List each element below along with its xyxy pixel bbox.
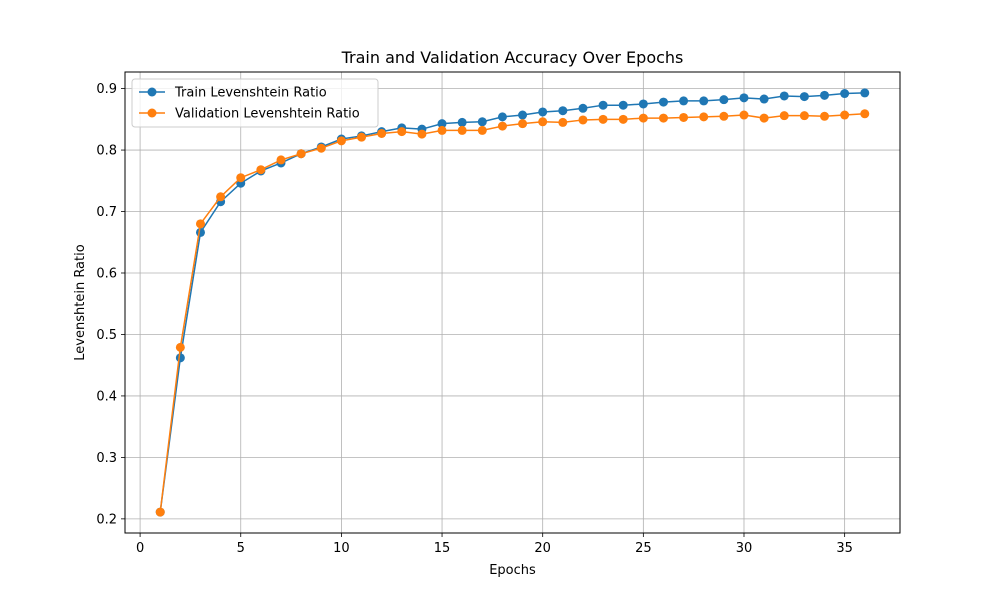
- data-point-validation: [739, 110, 749, 120]
- data-point-validation: [578, 115, 588, 125]
- data-point-train: [558, 106, 568, 116]
- x-tick-label: 30: [736, 541, 753, 556]
- data-point-validation: [638, 113, 648, 123]
- y-tick-label: 0.9: [96, 82, 117, 97]
- data-point-validation: [377, 128, 387, 138]
- data-point-validation: [397, 127, 407, 137]
- legend: Train Levenshtein Ratio Validation Levens…: [131, 78, 379, 128]
- y-tick-label: 0.5: [96, 328, 117, 343]
- data-point-train: [195, 227, 205, 237]
- ticks: 0 5 10 15 20 25 30 35 0.2 0.3 0.4 0.5 0.6 0.7 0.8 0.9: [96, 82, 853, 556]
- data-point-train: [799, 92, 809, 102]
- data-point-validation: [256, 165, 266, 175]
- data-point-train: [719, 95, 729, 105]
- grid: [125, 72, 900, 533]
- x-tick-label: 15: [434, 541, 451, 556]
- y-tick-label: 0.6: [96, 266, 117, 281]
- data-point-validation: [598, 114, 608, 124]
- data-point-validation: [155, 507, 165, 517]
- data-point-validation: [195, 219, 205, 229]
- data-point-train: [699, 96, 709, 106]
- x-tick-label: 20: [534, 541, 551, 556]
- y-tick-label: 0.4: [96, 389, 117, 404]
- data-point-validation: [316, 143, 326, 153]
- data-point-train: [578, 103, 588, 113]
- data-point-train: [840, 89, 850, 99]
- data-point-train: [618, 100, 628, 110]
- data-point-validation: [296, 149, 306, 159]
- data-point-validation: [719, 111, 729, 121]
- data-point-validation: [357, 132, 367, 142]
- data-point-validation: [699, 112, 709, 122]
- data-point-validation: [759, 113, 769, 123]
- data-point-train: [437, 119, 447, 129]
- data-point-train: [759, 94, 769, 104]
- x-tick-label: 0: [136, 541, 144, 556]
- y-tick-label: 0.8: [96, 144, 117, 159]
- data-point-train: [638, 99, 648, 109]
- data-point-validation: [799, 111, 809, 121]
- x-tick-label: 25: [635, 541, 652, 556]
- data-point-train: [538, 107, 548, 117]
- data-point-validation: [658, 113, 668, 123]
- data-point-train: [860, 88, 870, 98]
- legend-box: [131, 78, 379, 128]
- data-point-validation: [679, 112, 689, 122]
- y-tick-label: 0.7: [96, 205, 117, 220]
- data-point-train: [679, 96, 689, 106]
- data-point-train: [457, 117, 467, 127]
- y-tick-label: 0.3: [96, 451, 117, 466]
- data-point-validation: [437, 125, 447, 135]
- data-point-validation: [840, 110, 850, 120]
- series-layer: [155, 88, 870, 517]
- data-point-validation: [538, 117, 548, 127]
- x-tick-label: 5: [237, 541, 245, 556]
- data-point-validation: [558, 117, 568, 127]
- plot-frame: [124, 71, 901, 534]
- legend-marker-validation: [147, 108, 157, 118]
- legend-label-train: Train Levenshtein Ratio: [174, 86, 327, 101]
- data-point-validation: [618, 114, 628, 124]
- y-tick-label: 0.2: [96, 512, 117, 527]
- data-point-validation: [779, 111, 789, 121]
- data-point-train: [779, 91, 789, 101]
- data-point-train: [598, 100, 608, 110]
- data-point-validation: [860, 109, 870, 119]
- data-point-train: [518, 110, 528, 120]
- data-point-train: [658, 97, 668, 107]
- chart-title: Train and Validation Accuracy Over Epoch…: [341, 48, 684, 67]
- x-axis-label: Epochs: [489, 563, 536, 578]
- data-point-train: [739, 93, 749, 103]
- data-point-validation: [417, 129, 427, 139]
- data-point-train: [477, 117, 487, 127]
- data-point-validation: [820, 111, 830, 121]
- x-tick-label: 10: [333, 541, 350, 556]
- data-point-validation: [216, 192, 226, 202]
- data-point-train: [820, 90, 830, 100]
- data-point-train: [497, 112, 507, 122]
- data-point-validation: [518, 119, 528, 129]
- x-tick-label: 35: [836, 541, 853, 556]
- data-point-validation: [175, 342, 185, 352]
- data-point-validation: [276, 155, 286, 165]
- data-point-validation: [336, 136, 346, 146]
- data-point-validation: [477, 125, 487, 135]
- legend-label-validation: Validation Levenshtein Ratio: [175, 107, 360, 122]
- y-axis-label: Levenshtein Ratio: [73, 244, 88, 360]
- data-point-validation: [497, 121, 507, 131]
- data-point-validation: [236, 173, 246, 183]
- legend-marker-train: [147, 87, 157, 97]
- data-point-train: [175, 353, 185, 363]
- data-point-validation: [457, 125, 467, 135]
